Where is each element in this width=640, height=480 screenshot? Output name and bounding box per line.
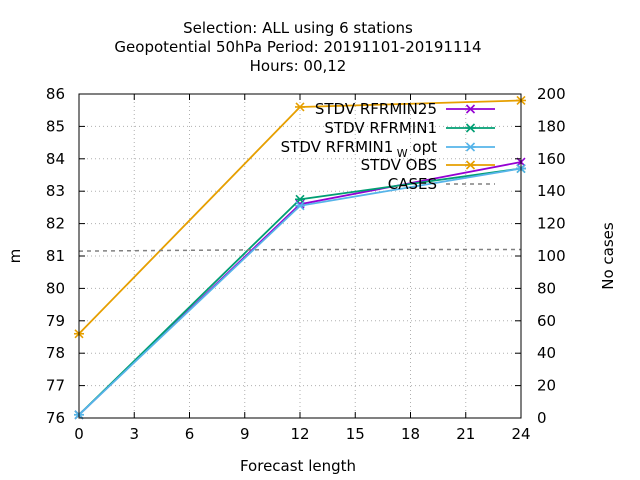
- y-tick-label: 83: [46, 182, 65, 200]
- y-tick-label: 79: [46, 312, 65, 330]
- legend-label: STDV RFRMIN1 W opt: [281, 138, 437, 160]
- y2-tick-label: 20: [537, 377, 556, 395]
- y-tick-label: 82: [46, 215, 65, 233]
- legend-label: STDV RFRMIN1: [324, 119, 437, 137]
- y-tick-label: 76: [46, 409, 65, 427]
- y2-tick-label: 100: [537, 247, 566, 265]
- data-point: [295, 201, 305, 211]
- title-line-2: Geopotential 50hPa Period: 20191101-2019…: [114, 38, 481, 56]
- y2-tick-label: 40: [537, 344, 556, 362]
- y2-tick-label: 0: [537, 409, 547, 427]
- x-tick-label: 12: [290, 425, 309, 443]
- x-tick-label: 18: [401, 425, 420, 443]
- y-tick-label: 80: [46, 279, 65, 297]
- x-tick-label: 21: [456, 425, 475, 443]
- y2-tick-label: 120: [537, 215, 566, 233]
- y-tick-label: 77: [46, 377, 65, 395]
- data-point: [295, 102, 305, 112]
- legend-marker: [465, 104, 476, 114]
- y-tick-label: 85: [46, 117, 65, 135]
- chart-title: Selection: ALL using 6 stations Geopoten…: [114, 19, 481, 75]
- legend-marker: [465, 142, 476, 152]
- y2-tick-label: 160: [537, 150, 566, 168]
- legend-label: STDV OBS: [361, 156, 437, 174]
- x-tick-label: 15: [346, 425, 365, 443]
- legend-label: STDV RFRMIN25: [315, 100, 437, 118]
- x-tick-label: 0: [74, 425, 84, 443]
- y2-tick-label: 180: [537, 117, 566, 135]
- y2-tick-label: 80: [537, 279, 556, 297]
- x-tick-label: 3: [129, 425, 139, 443]
- y-axis-ticks: 76 77 78 79 80 81 82 83 84 85 86: [46, 85, 85, 427]
- y2-tick-label: 60: [537, 312, 556, 330]
- title-line-1: Selection: ALL using 6 stations: [183, 19, 413, 37]
- data-point: [295, 194, 305, 204]
- y2-axis-ticks: 0 20 40 60 80 100 120 140 160 180 200: [515, 85, 566, 427]
- y-axis-label: m: [6, 249, 24, 264]
- x-tick-label: 24: [511, 425, 530, 443]
- series-line-4: [78, 248, 521, 252]
- legend-marker: [465, 160, 476, 170]
- y2-tick-label: 200: [537, 85, 566, 103]
- x-axis-ticks: 0 3 6 9 12 15 18 21 24: [74, 94, 531, 443]
- y-tick-label: 81: [46, 247, 65, 265]
- legend-label: CASES: [388, 175, 437, 193]
- legend-marker: [465, 123, 476, 133]
- y-tick-label: 86: [46, 85, 65, 103]
- y2-tick-label: 140: [537, 182, 566, 200]
- x-tick-label: 9: [240, 425, 250, 443]
- title-line-3: Hours: 00,12: [250, 57, 347, 75]
- y-tick-label: 84: [46, 150, 65, 168]
- y-tick-label: 78: [46, 344, 65, 362]
- x-axis-label: Forecast length: [240, 457, 356, 475]
- y2-axis-label: No cases: [599, 222, 617, 290]
- grid: [79, 94, 521, 418]
- x-tick-label: 6: [185, 425, 195, 443]
